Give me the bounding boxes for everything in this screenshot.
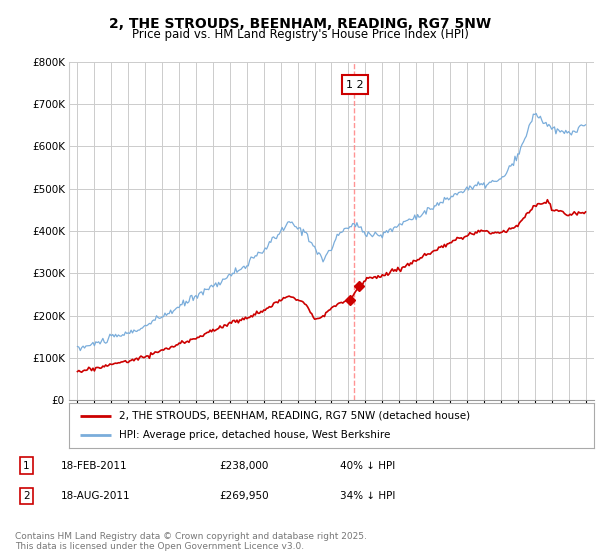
Text: 2: 2 xyxy=(23,491,30,501)
Text: £269,950: £269,950 xyxy=(220,491,269,501)
Text: HPI: Average price, detached house, West Berkshire: HPI: Average price, detached house, West… xyxy=(119,431,390,441)
Text: £238,000: £238,000 xyxy=(220,460,269,470)
Text: 18-FEB-2011: 18-FEB-2011 xyxy=(61,460,128,470)
Text: Contains HM Land Registry data © Crown copyright and database right 2025.
This d: Contains HM Land Registry data © Crown c… xyxy=(15,532,367,552)
Text: 18-AUG-2011: 18-AUG-2011 xyxy=(61,491,131,501)
Text: 40% ↓ HPI: 40% ↓ HPI xyxy=(340,460,395,470)
Text: 1 2: 1 2 xyxy=(346,80,364,90)
Text: 2, THE STROUDS, BEENHAM, READING, RG7 5NW (detached house): 2, THE STROUDS, BEENHAM, READING, RG7 5N… xyxy=(119,410,470,421)
Text: 34% ↓ HPI: 34% ↓ HPI xyxy=(340,491,395,501)
Text: 2, THE STROUDS, BEENHAM, READING, RG7 5NW: 2, THE STROUDS, BEENHAM, READING, RG7 5N… xyxy=(109,17,491,31)
Text: 1: 1 xyxy=(23,460,30,470)
Text: Price paid vs. HM Land Registry's House Price Index (HPI): Price paid vs. HM Land Registry's House … xyxy=(131,28,469,41)
